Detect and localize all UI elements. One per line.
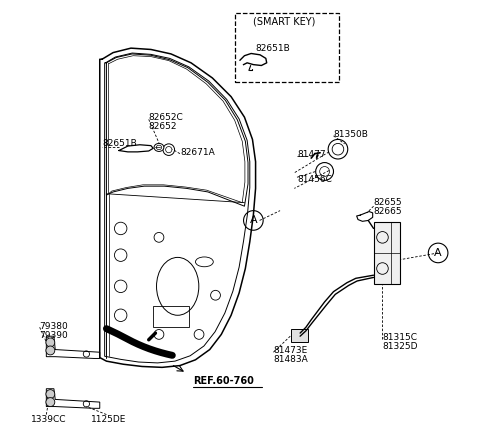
Text: 1125DE: 1125DE (91, 415, 126, 424)
Text: 82652: 82652 (149, 122, 177, 131)
Text: A: A (434, 248, 442, 258)
Circle shape (46, 398, 55, 406)
Text: 81350B: 81350B (334, 130, 368, 139)
Text: A: A (250, 215, 257, 225)
Circle shape (328, 139, 348, 159)
Text: 81325D: 81325D (383, 342, 418, 351)
Text: 81473E: 81473E (274, 346, 308, 355)
Text: 79380: 79380 (40, 322, 69, 331)
Text: 82651B: 82651B (102, 139, 137, 148)
Circle shape (46, 390, 55, 399)
Text: REF.60-760: REF.60-760 (193, 376, 254, 386)
Text: 81483A: 81483A (274, 355, 308, 364)
Text: 82671A: 82671A (180, 148, 215, 157)
Polygon shape (47, 336, 100, 358)
Circle shape (46, 346, 55, 355)
Text: 82652C: 82652C (149, 112, 183, 122)
Text: 1339CC: 1339CC (31, 415, 66, 424)
Text: 79390: 79390 (40, 331, 69, 340)
Bar (373, 222, 400, 284)
Circle shape (316, 163, 334, 181)
Ellipse shape (154, 143, 164, 151)
Circle shape (163, 144, 175, 155)
Text: 81477: 81477 (297, 151, 325, 159)
Bar (153, 306, 189, 327)
Text: 82655: 82655 (373, 198, 402, 207)
Text: 82651B: 82651B (255, 43, 290, 52)
Polygon shape (47, 389, 100, 408)
Text: 81456C: 81456C (297, 175, 332, 184)
Text: 82665: 82665 (373, 207, 402, 216)
Text: (SMART KEY): (SMART KEY) (253, 17, 316, 26)
Bar (291, 329, 308, 342)
Text: 81315C: 81315C (383, 333, 418, 342)
Circle shape (46, 338, 55, 347)
